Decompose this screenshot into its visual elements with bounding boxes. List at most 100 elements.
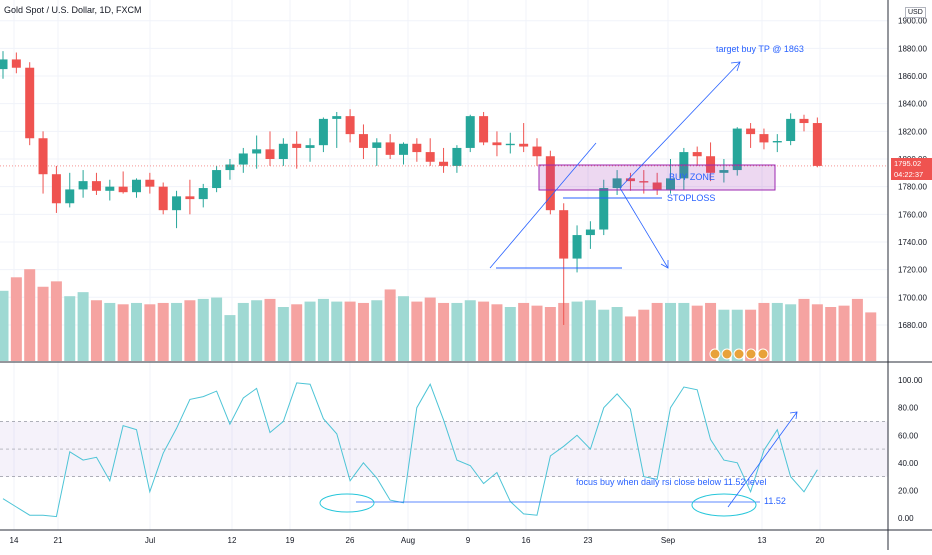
- candle-body: [212, 170, 222, 189]
- volume-bar: [638, 309, 650, 361]
- candle-body: [132, 179, 141, 193]
- candle-body: [692, 152, 702, 157]
- volume-bar: [90, 300, 102, 361]
- candle-body: [812, 123, 822, 166]
- candle-body: [305, 145, 315, 148]
- volume-bar: [10, 277, 22, 361]
- volume-bar: [317, 298, 329, 361]
- price-tick-label: 1760.00: [898, 210, 927, 219]
- target-arrow: [619, 61, 741, 189]
- candle-body: [25, 67, 35, 139]
- volume-bar: [811, 304, 823, 361]
- volume-bar: [464, 300, 476, 361]
- candle-body: [118, 186, 128, 193]
- price-tick-label: 1740.00: [898, 238, 927, 247]
- volume-bars: [0, 269, 877, 361]
- candle-body: [358, 134, 368, 148]
- volume-bar: [77, 292, 89, 361]
- volume-bar: [331, 301, 343, 361]
- target-annotation[interactable]: target buy TP @ 1863: [716, 44, 804, 54]
- candle-body: [385, 142, 395, 155]
- candle-body: [91, 181, 101, 191]
- rsi-arrowhead: [789, 411, 798, 420]
- candle-body: [599, 188, 609, 230]
- rsi-line: [2, 382, 818, 518]
- volume-bar: [785, 304, 797, 361]
- candle-body: [38, 138, 48, 175]
- candle-body: [292, 143, 302, 148]
- volume-bar: [731, 309, 743, 361]
- volume-bar: [184, 300, 196, 361]
- candle-body: [51, 174, 61, 204]
- date-tick-label: 26: [346, 536, 355, 545]
- volume-bar: [237, 302, 249, 361]
- volume-bar: [411, 301, 423, 361]
- candle-body: [11, 59, 21, 68]
- down-arrowhead: [660, 260, 669, 269]
- candles: [0, 51, 888, 325]
- date-tick-label: 9: [466, 536, 471, 545]
- currency-label[interactable]: USD: [905, 7, 926, 18]
- candle-body: [452, 147, 462, 166]
- date-tick-label: 12: [228, 536, 237, 545]
- rsi-level-label[interactable]: 11.52: [764, 496, 786, 506]
- date-tick-label: 21: [54, 536, 63, 545]
- rsi-tick-label: 0.00: [898, 514, 914, 523]
- volume-bar: [131, 302, 142, 361]
- volume-bar: [825, 307, 837, 361]
- rsi-arrow: [727, 411, 798, 508]
- candle-body: [225, 164, 235, 171]
- volume-bar: [357, 302, 369, 361]
- date-tick-label: 19: [286, 536, 295, 545]
- date-tick-label: 20: [816, 536, 825, 545]
- volume-bar: [304, 301, 316, 361]
- volume-bar: [705, 302, 717, 361]
- candle-body: [345, 116, 355, 135]
- volume-bar: [384, 289, 396, 361]
- price-tick-label: 1720.00: [898, 266, 927, 275]
- volume-bar: [264, 298, 276, 361]
- candle-body: [666, 178, 675, 190]
- candle-body: [799, 118, 809, 124]
- buy-zone-label[interactable]: BUY ZONE: [669, 172, 715, 182]
- volume-bar: [571, 301, 583, 361]
- rsi-tick-label: 60.00: [898, 431, 919, 440]
- date-tick-label: Aug: [401, 536, 415, 545]
- candle-body: [465, 116, 475, 148]
- candle-body: [532, 146, 542, 157]
- candle-body: [158, 186, 168, 211]
- last-price-tag: 1795.02: [891, 158, 932, 169]
- date-tick-label: 13: [758, 536, 767, 545]
- date-tick-label: 14: [10, 536, 19, 545]
- volume-bar: [544, 307, 556, 361]
- volume-bar: [117, 304, 129, 361]
- countdown-tag: 04:22:37: [891, 169, 932, 180]
- candle-body: [332, 116, 342, 119]
- candle-body: [479, 116, 489, 143]
- volume-bar: [665, 302, 676, 361]
- rsi-tick-label: 40.00: [898, 459, 919, 468]
- volume-bar: [838, 305, 850, 361]
- candle-body: [519, 143, 529, 147]
- rsi-note[interactable]: focus buy when daily rsi close below 11.…: [576, 477, 767, 487]
- event-marker-icon: [721, 348, 733, 360]
- candle-body: [238, 153, 248, 165]
- volume-bar: [478, 301, 490, 361]
- candle-body: [399, 143, 408, 155]
- candle-body: [105, 186, 115, 191]
- stoploss-label[interactable]: STOPLOSS: [667, 193, 716, 203]
- volume-bar: [251, 300, 263, 361]
- price-tick-label: 1900.00: [898, 17, 927, 26]
- volume-bar: [451, 302, 463, 361]
- volume-bar: [0, 290, 9, 361]
- date-tick-label: Sep: [661, 536, 676, 545]
- volume-bar: [611, 307, 623, 361]
- event-marker-icon: [709, 348, 721, 360]
- candle-body: [545, 156, 555, 211]
- down-arrow: [619, 187, 669, 269]
- event-marker-icon: [733, 348, 745, 360]
- volume-bar: [718, 309, 730, 361]
